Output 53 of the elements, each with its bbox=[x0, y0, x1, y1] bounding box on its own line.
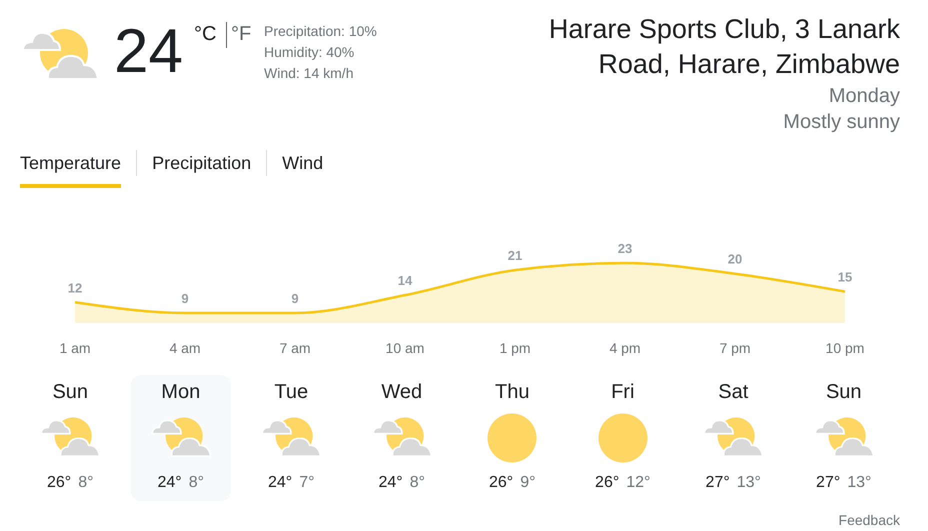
text: Feedback bbox=[838, 511, 900, 529]
text: Temperature bbox=[20, 152, 122, 174]
text: Sat bbox=[717, 380, 750, 404]
text: Mostly sunny bbox=[783, 110, 900, 134]
x-tick-label: 1 pm bbox=[499, 340, 531, 356]
x-tick-label: 4 pm bbox=[609, 340, 641, 356]
text: 8° bbox=[78, 473, 94, 493]
text: Sun bbox=[51, 380, 90, 404]
text: Mon bbox=[160, 380, 202, 404]
text: 26° bbox=[595, 473, 620, 493]
text: °C bbox=[194, 22, 216, 46]
x-tick-label: 7 am bbox=[279, 340, 311, 356]
text: 27° bbox=[816, 473, 840, 493]
x-tick-label: 7 pm bbox=[719, 340, 751, 356]
text: Fri bbox=[610, 380, 636, 404]
text: °F bbox=[231, 22, 252, 46]
x-tick-label: 10 pm bbox=[826, 340, 864, 356]
data-label: 9 bbox=[291, 291, 299, 306]
chart-subtitle: Monday bbox=[828, 84, 900, 108]
text: 7° bbox=[299, 473, 314, 493]
text: Wed bbox=[380, 380, 424, 404]
data-label: 23 bbox=[618, 241, 632, 256]
text: Tue bbox=[273, 380, 310, 404]
text: Wind bbox=[282, 152, 324, 174]
text: 24° bbox=[158, 473, 182, 493]
text: 12° bbox=[626, 473, 650, 493]
data-label: 21 bbox=[508, 248, 522, 264]
text: Wind: 14 km/h bbox=[264, 64, 354, 82]
text: 13° bbox=[736, 473, 761, 493]
text: 27° bbox=[706, 473, 730, 493]
data-label: 20 bbox=[728, 252, 742, 267]
text: 26° bbox=[489, 473, 514, 493]
text: 24 bbox=[114, 17, 183, 86]
text: 8° bbox=[188, 473, 204, 493]
text: Sun bbox=[824, 380, 863, 404]
text: 13° bbox=[847, 473, 872, 493]
data-label: 14 bbox=[398, 273, 413, 288]
text: Precipitation: 10% bbox=[264, 22, 377, 40]
x-tick-label: 10 am bbox=[386, 340, 424, 356]
text: Precipitation bbox=[152, 152, 252, 174]
text: 24° bbox=[268, 473, 292, 493]
data-label: 15 bbox=[838, 270, 852, 285]
text: 9° bbox=[520, 473, 536, 493]
text: 8° bbox=[410, 473, 425, 493]
data-label: 9 bbox=[181, 291, 189, 306]
x-tick-label: 1 am bbox=[59, 340, 91, 356]
text: 26° bbox=[47, 473, 72, 493]
chart-title: Harare Sports Club, 3 Lanark Road, Harare, Zimbabwe bbox=[548, 13, 900, 81]
x-tick-label: 4 am bbox=[169, 340, 201, 356]
text: Thu bbox=[494, 380, 530, 404]
text: Humidity: 40% bbox=[264, 43, 354, 61]
data-label: 12 bbox=[68, 280, 82, 296]
text: 24° bbox=[378, 473, 403, 493]
